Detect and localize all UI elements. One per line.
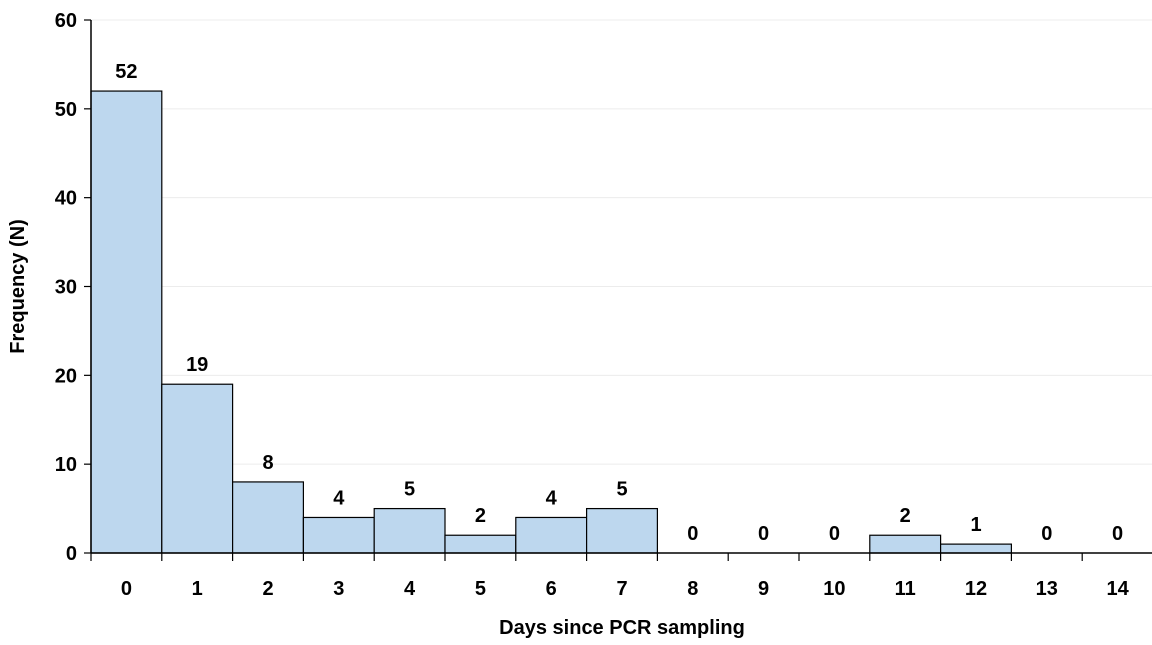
data-label: 4 (546, 487, 558, 509)
x-axis-title: Days since PCR sampling (499, 617, 745, 639)
y-tick-label: 40 (55, 188, 77, 210)
y-tick-label: 60 (55, 10, 77, 32)
x-tick-label: 8 (687, 578, 698, 600)
x-tick-label: 6 (546, 578, 557, 600)
data-label: 0 (758, 523, 769, 545)
x-tick-label: 10 (823, 578, 845, 600)
data-label: 5 (616, 479, 627, 501)
data-label: 0 (687, 523, 698, 545)
x-ticks: 0 1 2 3 4 5 6 7 8 9 10 11 12 13 14 (90, 553, 1130, 600)
bar (515, 516, 588, 554)
data-label: 0 (1041, 523, 1052, 545)
y-tick-label: 0 (66, 543, 77, 565)
x-tick-label: 9 (758, 578, 769, 600)
y-tick-label: 10 (55, 454, 77, 476)
data-label: 52 (115, 61, 137, 83)
y-axis-title: Frequency (N) (7, 219, 29, 353)
data-label: 0 (1112, 523, 1123, 545)
data-label: 2 (475, 505, 486, 527)
bar (585, 507, 658, 554)
data-label: 8 (262, 452, 273, 474)
x-tick-label: 11 (895, 578, 916, 600)
bar (869, 534, 942, 554)
gridlines (91, 19, 1152, 465)
y-tick-label: 50 (55, 99, 77, 121)
bar (444, 534, 517, 554)
x-tick-label: 7 (616, 578, 627, 600)
x-tick-label: 0 (121, 578, 132, 600)
bar (232, 481, 305, 554)
x-tick-label: 3 (333, 578, 344, 600)
x-tick-label: 4 (404, 578, 416, 600)
bar (161, 383, 234, 554)
bar (939, 543, 1012, 554)
data-label: 0 (829, 523, 840, 545)
data-label: 2 (900, 505, 911, 527)
bar (302, 516, 375, 554)
x-tick-label: 1 (192, 578, 203, 600)
data-label: 1 (970, 514, 981, 536)
x-tick-label: 12 (965, 578, 987, 600)
y-tick-label: 30 (55, 277, 77, 299)
y-ticks: 0 10 20 30 40 50 60 (55, 10, 91, 565)
data-label: 4 (333, 487, 345, 509)
x-tick-label: 14 (1106, 578, 1129, 600)
data-label: 5 (404, 479, 415, 501)
bar (90, 90, 163, 554)
bar (373, 507, 446, 554)
bars (90, 90, 1012, 554)
x-tick-label: 2 (262, 578, 273, 600)
x-tick-label: 5 (475, 578, 486, 600)
y-tick-label: 20 (55, 365, 77, 387)
x-tick-label: 13 (1036, 578, 1058, 600)
data-label: 19 (186, 354, 208, 376)
